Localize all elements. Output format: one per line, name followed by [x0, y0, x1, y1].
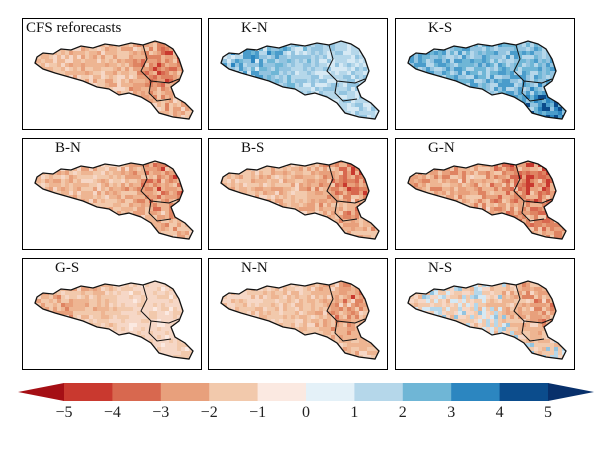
basin-map [34, 40, 194, 120]
subbasin-boundary [140, 164, 180, 204]
colorbar-extend-low [18, 383, 64, 401]
subbasin-boundary [513, 44, 553, 84]
colorbar-tick-label: 4 [495, 404, 504, 421]
colorbar-segment [354, 383, 404, 401]
subbasin-boundary [326, 284, 366, 324]
colorbar-tick-label: −3 [152, 404, 170, 421]
panel-label: K-S [428, 20, 453, 36]
colorbar-tick-label: 0 [302, 404, 310, 421]
panel-label: B-N [55, 140, 81, 156]
map-panel-6: G-N [395, 138, 575, 250]
subbasin-boundary [148, 80, 172, 102]
colorbar-tick-label: −2 [200, 404, 218, 421]
subbasin-boundary [513, 164, 553, 204]
panel-label: K-N [241, 20, 268, 36]
subbasin-boundary [148, 320, 172, 342]
map-panel-8: N-N [208, 258, 388, 370]
map-panel-4: B-N [22, 138, 202, 250]
map-panel-9: N-S [395, 258, 575, 370]
subbasin-boundary [326, 44, 366, 84]
basin-outline [407, 280, 567, 360]
subbasin-boundary [521, 80, 545, 102]
colorbar-tick-label: 5 [544, 404, 552, 421]
panel-label: B-S [241, 140, 265, 156]
subbasin-boundary [140, 284, 180, 324]
subbasin-boundary [334, 320, 358, 342]
subbasin-boundary [521, 320, 545, 342]
colorbar-tick-label: 3 [447, 404, 456, 421]
colorbar-segment [160, 383, 210, 401]
basin-outline [220, 280, 380, 360]
subbasin-boundary [326, 164, 366, 204]
basin-map [407, 160, 567, 240]
colorbar-tick-label: 2 [398, 404, 407, 421]
colorbar-segment [209, 383, 259, 401]
colorbar-segment [257, 383, 307, 401]
panel-label: G-S [55, 260, 80, 276]
colorbar-extend-high [548, 383, 594, 401]
map-panel-5: B-S [208, 138, 388, 250]
colorbar-tick-label: −5 [55, 404, 73, 421]
basin-outline [34, 160, 194, 240]
subbasin-boundary [521, 200, 545, 222]
colorbar [18, 383, 594, 401]
map-panel-3: K-S [395, 18, 575, 130]
subbasin-boundary [148, 200, 172, 222]
colorbar-segment [499, 383, 549, 401]
colorbar-segment [306, 383, 355, 401]
colorbar-segment [451, 383, 501, 401]
subbasin-boundary [334, 200, 358, 222]
map-panel-7: G-S [22, 258, 202, 370]
subbasin-boundary [334, 80, 358, 102]
panel-label: CFS reforecasts [26, 20, 122, 36]
panel-label: N-S [428, 260, 453, 276]
basin-outline [220, 160, 380, 240]
map-panel-2: K-N [208, 18, 388, 130]
panel-label: G-N [428, 140, 455, 156]
colorbar-segment [64, 383, 113, 401]
subbasin-boundary [513, 284, 553, 324]
colorbar-segment [112, 383, 162, 401]
map-grid: CFS reforecasts K-N K-S B-N B-S G-N G-S N-N N-S [22, 18, 575, 370]
colorbar-segment [402, 383, 452, 401]
subbasin-boundary [140, 44, 180, 84]
basin-outline [407, 40, 567, 120]
basin-map [407, 40, 567, 120]
basin-map [220, 40, 380, 120]
basin-outline [34, 280, 194, 360]
basin-map [34, 160, 194, 240]
panel-label: N-N [241, 260, 268, 276]
colorbar-tick-label: 1 [350, 404, 359, 421]
basin-map [407, 280, 567, 360]
colorbar-tick-label: −4 [103, 404, 121, 421]
basin-outline [34, 40, 194, 120]
basin-map [220, 160, 380, 240]
colorbar-tick-label: −1 [249, 404, 267, 421]
basin-outline [220, 40, 380, 120]
basin-map [34, 280, 194, 360]
basin-map [220, 280, 380, 360]
map-panel-1: CFS reforecasts [22, 18, 202, 130]
basin-outline [407, 160, 567, 240]
